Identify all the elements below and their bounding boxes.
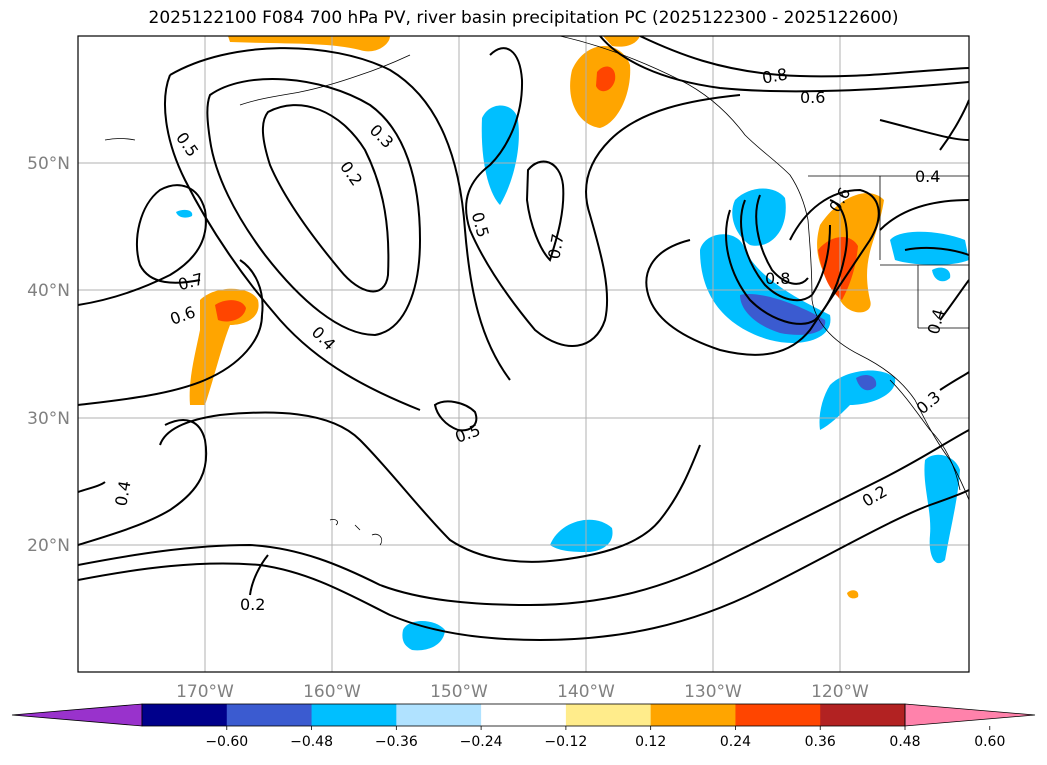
contour-line [433,400,478,432]
negative-anomaly-region [819,370,896,430]
contour-line [78,481,106,493]
contour-line [249,554,269,596]
contour-line [755,194,809,285]
colorbar-tick-label: 0.60 [974,734,1005,750]
negative-anomaly-strong [856,374,877,391]
colorbar-extend-low [11,703,143,727]
contour-line [879,99,969,151]
contour-line [262,104,390,293]
lon-label: 160°W [303,682,361,702]
lon-label: 130°W [684,682,742,702]
contour-label: 0.7 [544,232,567,260]
positive-anomaly-region [189,288,259,405]
longitude-labels: 170°W 160°W 150°W 140°W 130°W 120°W [176,682,869,702]
contour-label: 0.6 [800,88,825,107]
lat-label: 20°N [27,536,70,556]
contour-line [639,36,969,78]
colorbar-segment [820,704,906,726]
colorbar-segment [396,704,482,726]
colorbar: −0.60 −0.48 −0.36 −0.24 −0.12 0.12 0.24 0.36 0.4… [11,703,1036,750]
colorbar-segment [142,704,228,726]
lat-label: 30°N [27,409,70,429]
contour-line [599,36,969,93]
contour-line [78,184,207,306]
map-panel: 0.5 0.3 0.2 0.5 0.7 0.8 0.6 0.4 0.6 0.7 … [78,36,969,672]
colorbar-tick-label: −0.48 [290,734,333,750]
graticule [78,36,969,672]
contour-line [740,199,831,302]
lon-label: 140°W [557,682,615,702]
colorbar-tick-label: 0.48 [889,734,920,750]
colorbar-extend-high [904,703,1036,727]
positive-anomaly-core [596,66,616,92]
negative-anomaly-region [732,188,786,246]
colorbar-tick-label: −0.24 [460,734,503,750]
contour-line [725,199,848,325]
lon-label: 150°W [430,682,488,702]
coastlines [104,36,969,546]
contour-line [525,160,565,262]
contour-line [465,47,741,347]
lat-label: 50°N [27,154,70,174]
colorbar-tick-label: −0.12 [544,734,587,750]
contour-label: 0.4 [915,167,940,186]
pv-contours [78,36,969,642]
colorbar-segment [481,704,567,726]
negative-anomaly-region [550,519,613,552]
lon-label: 170°W [176,682,234,702]
positive-anomaly-region [603,36,640,47]
contour-line [78,419,208,546]
positive-anomaly-region [847,590,859,599]
contour-line [78,429,969,607]
colorbar-segment [311,704,397,726]
colorbar-tick-label: −0.60 [205,734,248,750]
colorbar-segment [650,704,736,726]
negative-anomaly-region [932,267,951,282]
contour-label: 0.4 [111,479,134,507]
contour-line [206,77,422,337]
contour-label: 0.8 [765,269,790,288]
map-frame [77,35,970,673]
colorbar-outline [141,703,906,727]
contour-line [164,47,511,411]
map-title: 2025122100 F084 700 hPa PV, river basin … [148,8,899,28]
colorbar-segment [226,704,313,726]
contour-line [78,259,264,406]
colorbar-tick-label: 0.12 [635,734,666,750]
negative-anomaly-region [481,105,519,205]
negative-anomaly-region [176,209,193,218]
lat-label: 40°N [27,281,70,301]
contour-line [645,188,880,356]
contour-label: 0.8 [761,64,789,87]
contour-line [159,411,701,563]
colorbar-segment [735,704,821,726]
colorbar-segment [565,704,652,726]
colorbar-tick-label: 0.36 [805,734,836,750]
contour-line [78,489,969,642]
positive-anomaly-core [215,300,246,322]
latitude-labels: 50°N 40°N 30°N 20°N [27,154,70,556]
lon-label: 120°W [811,682,869,702]
contour-label: 0.2 [240,595,265,614]
contour-line [879,199,969,256]
contour-line [939,279,969,391]
colorbar-tick-label: −0.36 [375,734,418,750]
colorbar-tick-label: 0.24 [720,734,751,750]
negative-anomaly-region [924,454,960,564]
positive-anomaly-region [228,36,390,52]
